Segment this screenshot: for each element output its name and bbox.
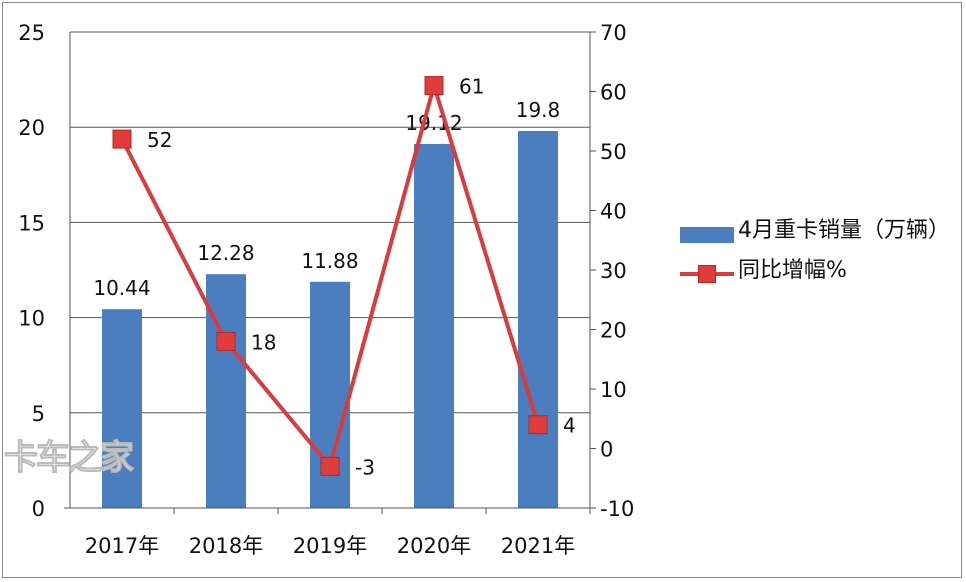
right-tick-label: 40 [600, 200, 627, 224]
legend-line-label: 同比增幅% [738, 258, 847, 283]
legend-item-line: 同比增幅% [680, 254, 950, 288]
bar-data-label: 19.12 [405, 111, 462, 135]
line-data-label: -3 [355, 455, 375, 479]
line-data-label: 4 [563, 414, 576, 438]
left-tick-label: 10 [18, 307, 45, 331]
line-data-label: 61 [459, 75, 484, 99]
right-tick-label: 70 [600, 21, 627, 45]
legend-bar-label: 4月重卡销量（万辆） [738, 218, 950, 243]
line-marker [216, 331, 236, 351]
line-marker [424, 76, 444, 96]
legend-bar-swatch [680, 227, 734, 243]
line-marker [528, 415, 548, 435]
line-marker [112, 129, 132, 149]
bar [518, 131, 558, 508]
category-label: 2017年 [85, 534, 159, 558]
category-label: 2019年 [293, 534, 367, 558]
bar [206, 274, 246, 508]
legend: 4月重卡销量（万辆） 同比增幅% [680, 214, 950, 288]
right-tick-label: -10 [600, 497, 634, 521]
left-tick-label: 20 [18, 116, 45, 140]
right-tick-label: 20 [600, 319, 627, 343]
legend-item-bar: 4月重卡销量（万辆） [680, 214, 950, 248]
watermark-logo: 卡车之家 [4, 438, 135, 479]
bar-data-label: 12.28 [197, 241, 254, 265]
legend-line-swatch [680, 264, 734, 284]
line-data-label: 18 [251, 330, 276, 354]
right-tick-label: 0 [600, 438, 613, 462]
left-tick-label: 25 [18, 21, 45, 45]
line-marker [320, 456, 340, 476]
bar-data-label: 11.88 [301, 249, 358, 273]
left-tick-label: 0 [32, 497, 45, 521]
right-tick-label: 60 [600, 81, 627, 105]
line-data-label: 52 [147, 128, 172, 152]
bar-data-label: 19.8 [516, 98, 561, 122]
right-tick-label: 10 [600, 378, 627, 402]
bar [102, 309, 142, 508]
category-label: 2021年 [501, 534, 575, 558]
bar [414, 143, 454, 508]
right-tick-label: 30 [600, 259, 627, 283]
category-label: 2018年 [189, 534, 263, 558]
category-label: 2020年 [397, 534, 471, 558]
right-tick-label: 50 [600, 140, 627, 164]
left-tick-label: 5 [32, 402, 45, 426]
bar-data-label: 10.44 [93, 276, 150, 300]
left-tick-label: 15 [18, 211, 45, 235]
